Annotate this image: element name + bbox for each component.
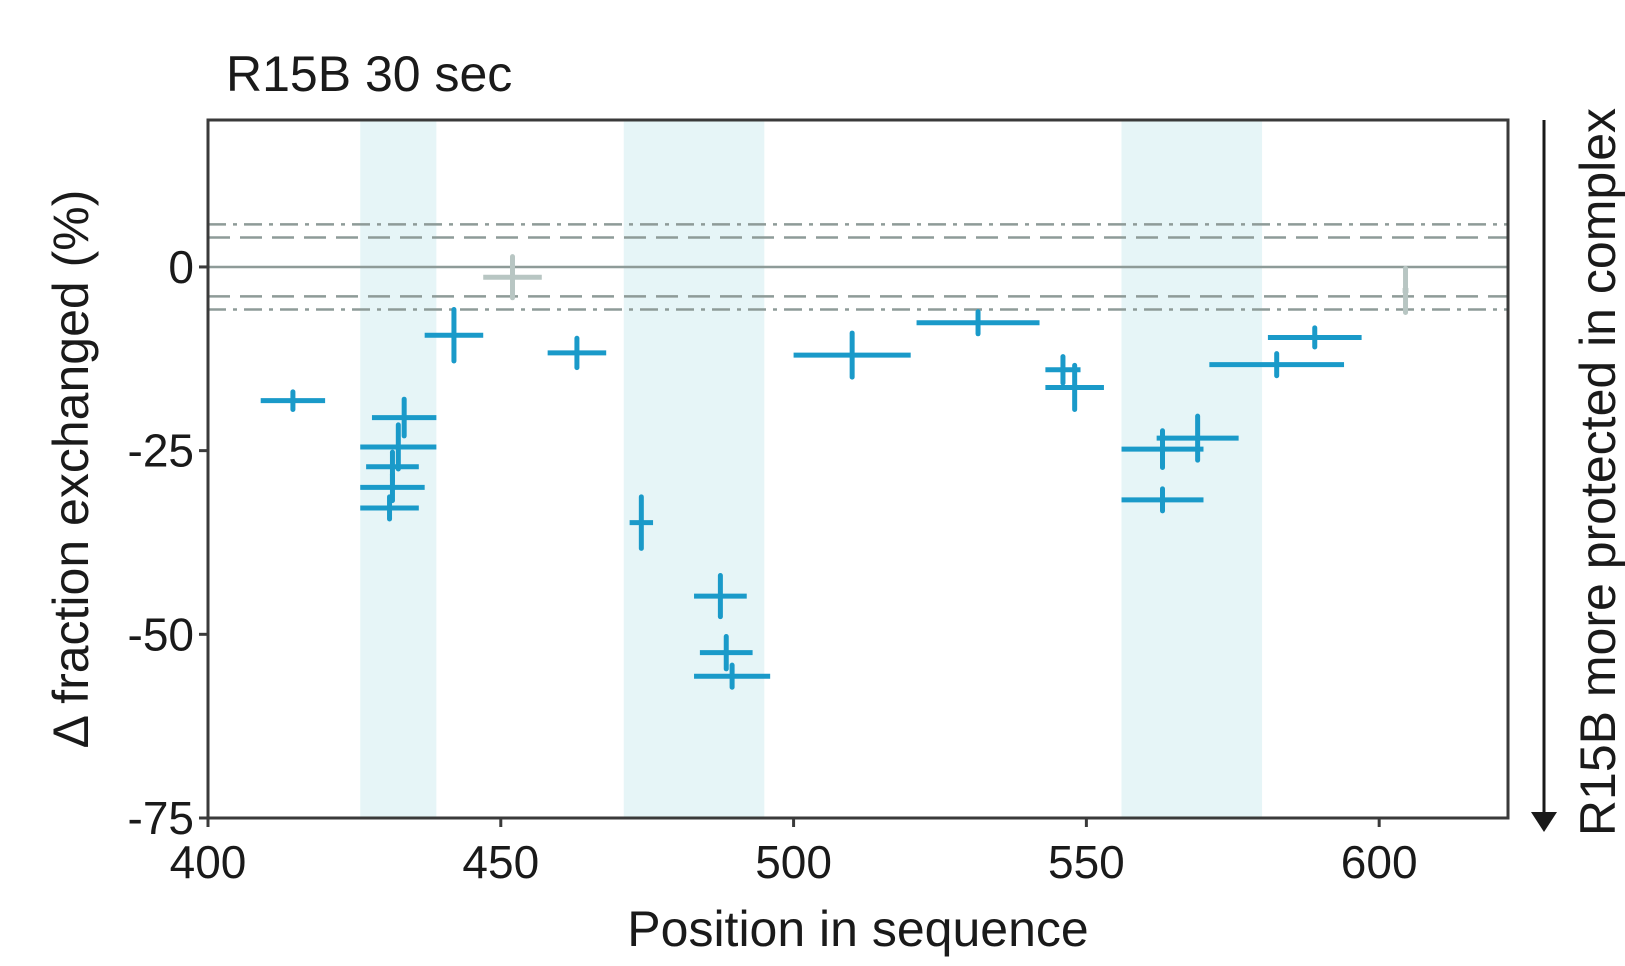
chart-title: R15B 30 sec	[226, 46, 512, 102]
data-points	[260, 254, 1409, 690]
protection-annotation: R15B more protected in complex	[1531, 108, 1625, 836]
plot-frame	[206, 118, 1510, 820]
x-tick-label: 550	[1048, 836, 1125, 888]
data-point	[699, 634, 753, 672]
annotation-text: R15B more protected in complex	[1570, 108, 1625, 836]
y-tick-label: -25	[128, 425, 194, 477]
data-point	[793, 330, 911, 380]
data-point	[694, 573, 747, 620]
x-tick-label: 600	[1341, 836, 1418, 888]
reference-lines	[208, 223, 1508, 311]
data-point	[360, 422, 437, 472]
annotation-arrow-head	[1531, 812, 1557, 832]
data-point	[424, 307, 484, 364]
data-point	[629, 494, 654, 551]
y-tick-label: -50	[128, 608, 194, 660]
data-point	[483, 254, 542, 301]
data-point	[1209, 351, 1345, 379]
data-point	[694, 662, 771, 690]
x-tick-label: 500	[755, 836, 832, 888]
x-axis-title: Position in sequence	[627, 901, 1088, 957]
x-tick-label: 400	[170, 836, 247, 888]
y-tick-label: 0	[168, 241, 194, 293]
axis-ticks: 400 450 500 550 600 0 -25 -50 -75	[128, 241, 1418, 888]
data-point	[1045, 362, 1104, 412]
data-point	[260, 389, 326, 412]
y-axis-title: Δ fraction exchanged (%)	[43, 190, 99, 749]
data-point	[1267, 325, 1362, 350]
y-tick-label: -75	[128, 792, 194, 844]
data-point	[371, 396, 437, 439]
data-point	[1121, 486, 1204, 514]
data-point	[1156, 413, 1239, 463]
data-point	[1402, 265, 1409, 316]
data-point	[547, 335, 607, 371]
data-point	[360, 494, 419, 522]
x-tick-label: 450	[462, 836, 539, 888]
data-point	[916, 309, 1040, 337]
data-point	[360, 471, 425, 504]
